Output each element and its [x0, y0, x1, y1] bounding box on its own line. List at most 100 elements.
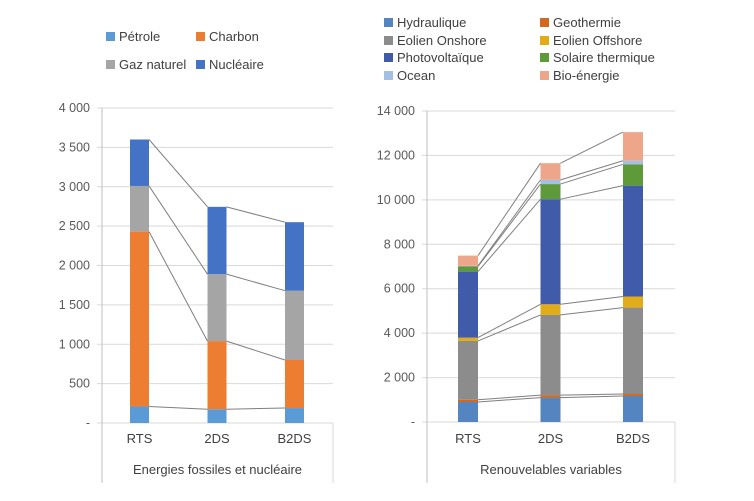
bar-segment-gaz-naturel-b2ds — [285, 290, 304, 360]
series-connector-line — [560, 185, 624, 200]
y-tick-label: 3 500 — [59, 140, 90, 154]
y-tick-label: 14 000 — [377, 104, 415, 118]
y-tick-label: 1 500 — [59, 298, 90, 312]
legend-item: Nucléaire — [196, 57, 264, 72]
legend-swatch-icon — [540, 36, 549, 45]
bar-segment-solaire-thermique-b2ds — [623, 164, 643, 186]
bar-segment-hydraulique-2ds — [540, 397, 561, 422]
y-tick-label: 2 000 — [384, 371, 415, 385]
bar-segment-ocean-rts — [458, 265, 478, 267]
legend-label: Geothermie — [553, 15, 621, 30]
series-connector-line — [477, 162, 541, 256]
legend-item: Eolien Offshore — [540, 33, 642, 48]
legend-item: Photovoltaïque — [384, 50, 484, 65]
bar-segment-photovolta-que-b2ds — [623, 185, 643, 297]
series-connector-line — [560, 307, 624, 316]
legend-item: Ocean — [384, 68, 435, 83]
legend-swatch-icon — [196, 32, 205, 41]
bar-segment-charbon-2ds — [207, 341, 227, 410]
legend-label: Charbon — [209, 29, 259, 44]
legend-swatch-icon — [540, 53, 549, 62]
x-axis-group-title: Renouvelables variables — [480, 462, 622, 477]
legend-label: Pétrole — [119, 29, 161, 44]
y-tick-label: 500 — [69, 377, 90, 391]
series-connector-line — [477, 394, 541, 401]
x-axis-group-title: Energies fossiles et nucléaire — [133, 462, 302, 477]
legend-item: Pétrole — [106, 29, 160, 44]
bar-segment-eolien-offshore-rts — [458, 337, 478, 341]
series-connector-line — [148, 231, 208, 342]
legend-label: Eolien Onshore — [397, 33, 487, 48]
legend-item: Bio-énergie — [540, 68, 620, 83]
x-category-label: B2DS — [278, 431, 312, 446]
bar-segment-ocean-2ds — [540, 179, 561, 185]
bar-segment-solaire-thermique-rts — [458, 266, 478, 272]
legend-label: Bio-énergie — [553, 68, 620, 83]
legend-label: Eolien Offshore — [553, 33, 643, 48]
bar-segment-hydraulique-b2ds — [623, 396, 643, 422]
bar-segment-solaire-thermique-2ds — [540, 184, 561, 200]
y-tick-label: 3 000 — [59, 180, 90, 194]
series-connector-line — [560, 393, 624, 396]
legend-item: Eolien Onshore — [384, 33, 487, 48]
legend-label: Hydraulique — [397, 15, 467, 30]
series-connector-line — [560, 163, 624, 185]
series-connector-line — [148, 405, 208, 410]
bar-segment-p-trole-2ds — [207, 409, 227, 423]
bar-segment-bio-nergie-2ds — [540, 163, 561, 180]
bar-segment-bio-nergie-b2ds — [623, 132, 643, 161]
bar-segment-nucl-aire-2ds — [207, 206, 227, 275]
series-connector-line — [560, 160, 624, 181]
legend-label: Solaire thermique — [553, 50, 655, 65]
bar-segment-hydraulique-rts — [458, 402, 478, 422]
y-tick-label: 4 000 — [384, 326, 415, 340]
legend-swatch-icon — [106, 60, 115, 69]
series-connector-line — [477, 183, 541, 267]
legend-swatch-icon — [384, 71, 393, 80]
x-category-label: RTS — [455, 431, 481, 446]
bar-segment-p-trole-b2ds — [285, 408, 304, 423]
bar-segment-gaz-naturel-2ds — [207, 274, 227, 342]
series-connector-line — [560, 131, 624, 164]
series-connector-line — [226, 206, 286, 223]
legend-item: Solaire thermique — [540, 50, 655, 65]
legend-swatch-icon — [540, 71, 549, 80]
legend-swatch-icon — [384, 53, 393, 62]
y-tick-label: 10 000 — [377, 193, 415, 207]
legend-label: Gaz naturel — [119, 57, 187, 72]
x-category-label: 2DS — [204, 431, 230, 446]
x-category-label: B2DS — [616, 431, 650, 446]
bar-segment-photovolta-que-rts — [458, 271, 478, 338]
bar-segment-p-trole-rts — [130, 406, 149, 423]
y-tick-label: 12 000 — [377, 148, 415, 162]
bar-segment-nucl-aire-rts — [130, 139, 149, 186]
legend-label: Photovoltaïque — [397, 50, 484, 65]
y-tick-label: 2 500 — [59, 219, 90, 233]
legend-label: Ocean — [397, 68, 436, 83]
y-tick-label: 1 000 — [59, 337, 90, 351]
bar-segment-ocean-b2ds — [623, 160, 643, 165]
legend-swatch-icon — [384, 36, 393, 45]
y-tick-label: 8 000 — [384, 237, 415, 251]
bar-segment-eolien-onshore-2ds — [540, 314, 561, 396]
y-tick-label: 4 000 — [59, 101, 90, 115]
bar-segment-eolien-onshore-rts — [458, 340, 478, 400]
legend-item: Hydraulique — [384, 15, 466, 30]
legend-item: Charbon — [196, 29, 259, 44]
series-connector-line — [560, 395, 624, 399]
bar-segment-charbon-b2ds — [285, 360, 304, 409]
series-connector-line — [226, 407, 286, 410]
series-connector-line — [226, 273, 286, 292]
series-connector-line — [477, 179, 541, 267]
y-tick-label: - — [411, 415, 415, 429]
bar-segment-gaz-naturel-rts — [130, 185, 149, 232]
bar-segment-eolien-offshore-b2ds — [623, 296, 643, 308]
series-connector-line — [560, 295, 624, 305]
chart-renewables: - 2 000 4 000 6 000 8 000 10 000 12 000 14 000 R… — [377, 104, 676, 483]
series-connector-line — [477, 303, 541, 339]
bar-segment-eolien-offshore-2ds — [540, 304, 561, 315]
y-tick-label: 2 000 — [59, 259, 90, 273]
bar-segment-geothermie-2ds — [540, 395, 561, 398]
bar-segment-charbon-rts — [130, 231, 149, 407]
